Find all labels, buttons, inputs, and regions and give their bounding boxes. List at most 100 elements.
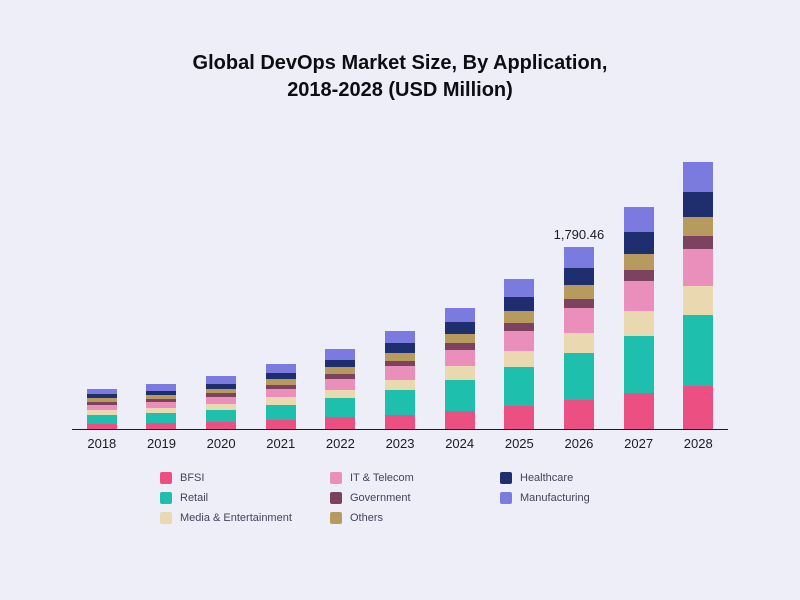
bar-segment-healthcare bbox=[325, 360, 355, 368]
legend-label: Manufacturing bbox=[520, 492, 590, 504]
bar-segment-it bbox=[385, 366, 415, 380]
x-axis-label: 2019 bbox=[132, 436, 192, 451]
bar-segment-healthcare bbox=[683, 192, 713, 217]
legend-swatch bbox=[500, 492, 512, 504]
bar-segment-others bbox=[385, 353, 415, 361]
bar-segment-others bbox=[624, 254, 654, 270]
bar-segment-media bbox=[325, 390, 355, 399]
bar-segment-retail bbox=[504, 367, 534, 406]
bar-segment-it bbox=[624, 281, 654, 312]
chart-title: Global DevOps Market Size, By Applicatio… bbox=[0, 50, 800, 104]
bar bbox=[206, 376, 236, 430]
bar-column bbox=[311, 349, 371, 430]
bar-column bbox=[609, 207, 669, 430]
chart-canvas: Global DevOps Market Size, By Applicatio… bbox=[0, 0, 800, 600]
bar-segment-retail bbox=[385, 390, 415, 414]
bar-segment-it bbox=[683, 249, 713, 287]
x-axis-label: 2022 bbox=[311, 436, 371, 451]
x-axis-label: 2024 bbox=[430, 436, 490, 451]
legend-label: Healthcare bbox=[520, 472, 573, 484]
bar-segment-it bbox=[445, 350, 475, 366]
bar-segment-others bbox=[504, 311, 534, 323]
x-axis-label: 2025 bbox=[489, 436, 549, 451]
x-axis-label: 2026 bbox=[549, 436, 609, 451]
legend-item: Government bbox=[330, 492, 500, 504]
bar-segment-it bbox=[266, 389, 296, 398]
bar-segment-bfsi bbox=[445, 411, 475, 430]
bar-segment-healthcare bbox=[624, 232, 654, 253]
bar-column bbox=[489, 279, 549, 430]
legend: BFSI IT & Telecom Healthcare Retail Governme… bbox=[160, 472, 670, 524]
bar-segment-manuf bbox=[504, 279, 534, 297]
bar-column bbox=[370, 331, 430, 430]
bar-segment-government bbox=[624, 270, 654, 281]
bar-segment-media bbox=[504, 351, 534, 367]
legend-label: Retail bbox=[180, 492, 208, 504]
bar-column bbox=[191, 376, 251, 430]
legend-item: Healthcare bbox=[500, 472, 670, 484]
bar-segment-government bbox=[504, 323, 534, 331]
legend-swatch bbox=[330, 512, 342, 524]
x-axis-label: 2023 bbox=[370, 436, 430, 451]
bar-segment-manuf bbox=[683, 162, 713, 192]
bar bbox=[624, 207, 654, 430]
legend-swatch bbox=[160, 492, 172, 504]
data-annotation: 1,790.46 bbox=[554, 227, 605, 242]
bar-segment-it bbox=[206, 397, 236, 404]
x-axis-label: 2018 bbox=[72, 436, 132, 451]
x-axis-label: 2020 bbox=[191, 436, 251, 451]
bar-segment-retail bbox=[445, 380, 475, 411]
annotation-text: 1,790.46 bbox=[554, 227, 605, 242]
bar-segment-healthcare bbox=[385, 343, 415, 353]
bar-segment-manuf bbox=[385, 331, 415, 344]
legend-swatch bbox=[330, 492, 342, 504]
bar-segment-retail bbox=[146, 413, 176, 424]
bar-segment-manuf bbox=[445, 308, 475, 322]
bar-segment-manuf bbox=[266, 364, 296, 373]
bar-segment-bfsi bbox=[385, 415, 415, 430]
legend-item: Retail bbox=[160, 492, 330, 504]
bar-segment-others bbox=[564, 285, 594, 299]
bar-segment-media bbox=[445, 366, 475, 380]
bar-segment-healthcare bbox=[504, 297, 534, 311]
bar-segment-retail bbox=[206, 410, 236, 423]
bar-segment-others bbox=[325, 367, 355, 374]
title-line-1: Global DevOps Market Size, By Applicatio… bbox=[0, 50, 800, 77]
bar-segment-manuf bbox=[206, 376, 236, 384]
bar-segment-others bbox=[683, 217, 713, 236]
bar-column bbox=[132, 384, 192, 430]
bar-segment-retail bbox=[564, 353, 594, 400]
bar-segment-government bbox=[445, 343, 475, 350]
bar bbox=[325, 349, 355, 430]
bar-segment-bfsi bbox=[624, 393, 654, 430]
legend-label: IT & Telecom bbox=[350, 472, 414, 484]
bar-segment-media bbox=[683, 286, 713, 315]
legend-swatch bbox=[330, 472, 342, 484]
bar-segment-media bbox=[266, 397, 296, 405]
x-axis-label: 2028 bbox=[668, 436, 728, 451]
legend-item: BFSI bbox=[160, 472, 330, 484]
bar bbox=[683, 162, 713, 430]
legend-item: Media & Entertainment bbox=[160, 512, 330, 524]
bars-container bbox=[72, 160, 728, 430]
bar bbox=[385, 331, 415, 430]
x-axis-line bbox=[72, 429, 728, 430]
bar-segment-government bbox=[683, 236, 713, 249]
bar-segment-healthcare bbox=[445, 322, 475, 334]
x-axis-label: 2027 bbox=[609, 436, 669, 451]
bar-segment-bfsi bbox=[683, 386, 713, 430]
bar-segment-bfsi bbox=[504, 406, 534, 430]
bar bbox=[146, 384, 176, 430]
bar bbox=[266, 364, 296, 430]
bar-column bbox=[251, 364, 311, 430]
bar bbox=[564, 247, 594, 430]
bar-column bbox=[430, 308, 490, 430]
bar-segment-it bbox=[504, 331, 534, 351]
bar-segment-it bbox=[325, 379, 355, 390]
bar bbox=[87, 389, 117, 430]
bar-segment-retail bbox=[87, 415, 117, 425]
bar-segment-manuf bbox=[146, 384, 176, 391]
x-axis-labels: 2018201920202021202220232024202520262027… bbox=[72, 436, 728, 451]
x-axis-label: 2021 bbox=[251, 436, 311, 451]
bar-segment-retail bbox=[266, 405, 296, 420]
